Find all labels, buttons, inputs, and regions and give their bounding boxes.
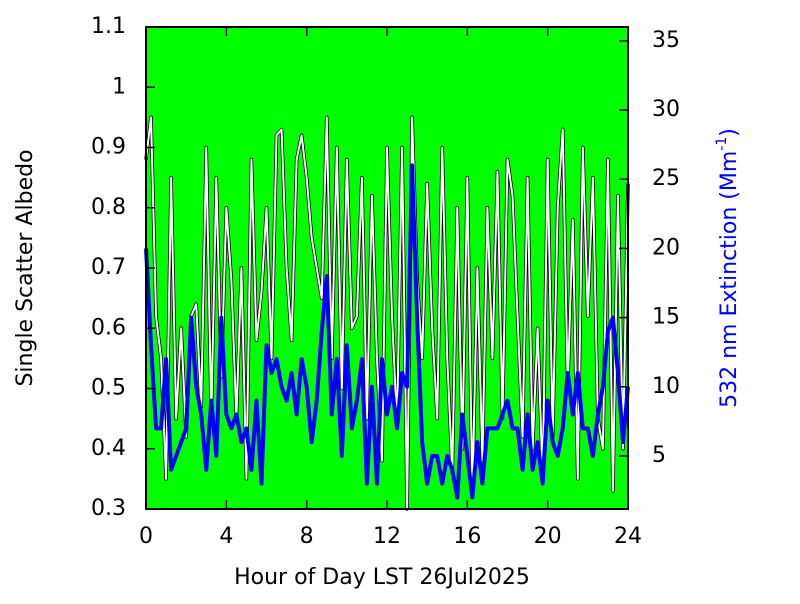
- y2-label-suffix: ): [717, 128, 742, 137]
- y2-tick-label: 30: [652, 97, 680, 122]
- y2-tick-label: 35: [652, 28, 680, 53]
- y2-tick-label: 25: [652, 166, 680, 191]
- x-axis-label: Hour of Day LST 26Jul2025: [234, 565, 530, 590]
- x-tick-label: 20: [534, 524, 562, 549]
- y-tick-label: 0.9: [91, 135, 126, 160]
- x-tick-label: 8: [300, 524, 314, 549]
- x-tick-label: 12: [373, 524, 401, 549]
- y-tick-label: 0.5: [91, 376, 126, 401]
- y-tick-label: 0.8: [91, 195, 126, 220]
- y-tick-label: 0.3: [91, 496, 126, 521]
- y2-tick-label: 20: [652, 235, 680, 260]
- y-tick-label: 1.1: [91, 14, 126, 39]
- y2-tick-label: 15: [652, 305, 680, 330]
- line-series: [145, 116, 629, 510]
- y-tick-label: 0.6: [91, 315, 126, 340]
- x-tick-label: 16: [453, 524, 481, 549]
- line-series: [144, 163, 630, 500]
- plot-lines: [144, 115, 630, 511]
- y-tick-label: 1: [112, 74, 126, 99]
- y2-label-text: 532 nm Extinction (Mm: [717, 151, 742, 408]
- x-tick-label: 24: [614, 524, 642, 549]
- y2-label-superscript: -1: [714, 137, 730, 151]
- y-tick-label: 0.7: [91, 255, 126, 280]
- y2-tick-label: 5: [652, 443, 666, 468]
- x-tick-label: 4: [219, 524, 233, 549]
- x-tick-label: 0: [139, 524, 153, 549]
- y-tick-label: 0.4: [91, 436, 126, 461]
- y2-axis-label: 532 nm Extinction (Mm-1): [714, 128, 742, 408]
- y-axis-label: Single Scatter Albedo: [13, 149, 38, 386]
- y2-tick-label: 10: [652, 374, 680, 399]
